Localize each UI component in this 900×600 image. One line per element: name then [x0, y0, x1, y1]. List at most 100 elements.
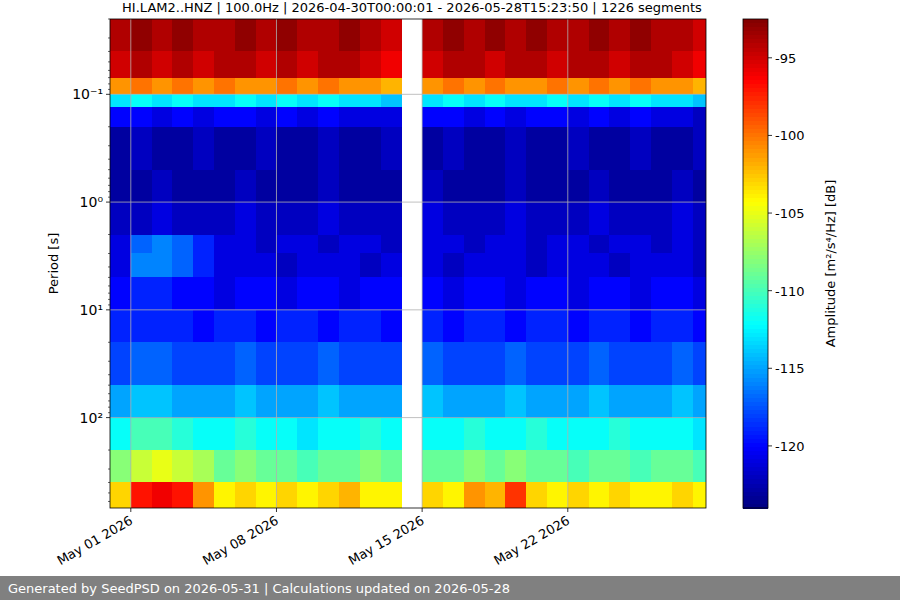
- heat-cell: [589, 170, 610, 203]
- heat-cell: [485, 235, 506, 254]
- heat-cell: [360, 482, 381, 508]
- heat-cell: [193, 385, 214, 418]
- colorbar-band: [743, 410, 768, 415]
- heat-cell: [505, 19, 526, 52]
- heat-cell: [547, 310, 568, 343]
- heat-cell: [381, 482, 402, 508]
- heat-cell: [360, 310, 381, 343]
- heat-cell: [526, 310, 547, 343]
- colorbar-tick: [768, 290, 772, 291]
- heat-cell: [110, 170, 131, 203]
- heat-cell: [443, 107, 464, 128]
- grid-line: [110, 202, 706, 203]
- colorbar-tick: [768, 368, 772, 369]
- heat-cell: [339, 127, 360, 170]
- heat-cell: [339, 107, 360, 128]
- colorbar-band: [743, 239, 768, 244]
- heat-cell: [256, 51, 277, 78]
- heat-cell: [464, 127, 485, 170]
- heat-cell: [547, 482, 568, 508]
- heat-cell: [485, 51, 506, 78]
- heat-cell: [693, 277, 706, 310]
- heat-cell: [526, 170, 547, 203]
- heat-cell: [276, 418, 297, 451]
- heat-cell: [568, 310, 589, 343]
- heat-cell: [193, 418, 214, 451]
- heat-cell: [485, 342, 506, 385]
- colorbar-band: [743, 117, 768, 122]
- heat-cell: [193, 253, 214, 277]
- heat-cell: [693, 170, 706, 203]
- y-minor-tick: [108, 19, 110, 20]
- heat-cell: [693, 482, 706, 508]
- colorbar-band: [743, 231, 768, 236]
- colorbar-band: [743, 247, 768, 252]
- colorbar-tick-label: -110: [775, 284, 805, 299]
- heat-cell: [152, 78, 173, 95]
- heat-cell: [235, 253, 256, 277]
- heat-cell: [651, 170, 672, 203]
- colorbar-band: [743, 76, 768, 81]
- heat-cell: [152, 19, 173, 52]
- grid-line: [110, 94, 706, 95]
- heat-cell: [110, 277, 131, 310]
- colorbar-band: [743, 243, 768, 248]
- heat-cell: [443, 418, 464, 451]
- heat-cell: [297, 450, 318, 483]
- heat-cell: [568, 78, 589, 95]
- heat-cell: [693, 385, 706, 418]
- colorbar-band: [743, 68, 768, 73]
- heat-cell: [297, 19, 318, 52]
- colorbar-band: [743, 137, 768, 142]
- heat-cell: [172, 94, 193, 107]
- heat-cell: [214, 342, 235, 385]
- heat-cell: [193, 310, 214, 343]
- heat-cell: [172, 450, 193, 483]
- y-minor-tick: [108, 285, 110, 286]
- grid-line: [110, 417, 706, 418]
- heat-cell: [568, 385, 589, 418]
- heat-cell: [235, 107, 256, 128]
- heat-cell: [693, 202, 706, 235]
- heat-cell: [110, 310, 131, 343]
- heat-cell: [318, 235, 339, 254]
- colorbar-band: [743, 125, 768, 130]
- heat-cell: [651, 310, 672, 343]
- heat-cell: [422, 482, 443, 508]
- colorbar-band: [743, 280, 768, 285]
- heat-cell: [235, 418, 256, 451]
- heat-cell: [214, 170, 235, 203]
- heat-cell: [568, 19, 589, 52]
- heat-cell: [693, 51, 706, 78]
- heat-cell: [672, 107, 693, 128]
- heat-cell: [485, 170, 506, 203]
- heat-cell: [318, 418, 339, 451]
- heat-cell: [443, 450, 464, 483]
- y-minor-tick: [108, 469, 110, 470]
- colorbar-band: [743, 276, 768, 281]
- heat-cell: [547, 418, 568, 451]
- heat-cell: [485, 310, 506, 343]
- heat-cell: [235, 277, 256, 310]
- heat-cell: [672, 482, 693, 508]
- y-minor-tick: [108, 361, 110, 362]
- heat-cell: [547, 19, 568, 52]
- colorbar-band: [743, 304, 768, 309]
- heat-cell: [360, 253, 381, 277]
- heat-cell: [485, 78, 506, 95]
- heat-cell: [589, 107, 610, 128]
- heat-cell: [360, 450, 381, 483]
- colorbar-band: [743, 390, 768, 395]
- heat-cell: [339, 385, 360, 418]
- heat-cell: [651, 385, 672, 418]
- heat-cell: [339, 277, 360, 310]
- colorbar-band: [743, 300, 768, 305]
- cells: [110, 19, 706, 508]
- heat-cell: [609, 310, 630, 343]
- heat-cell: [172, 51, 193, 78]
- heat-cell: [630, 253, 651, 277]
- heat-cell: [651, 94, 672, 107]
- heat-cell: [110, 107, 131, 128]
- heat-cell: [131, 277, 152, 310]
- heat-cell: [464, 310, 485, 343]
